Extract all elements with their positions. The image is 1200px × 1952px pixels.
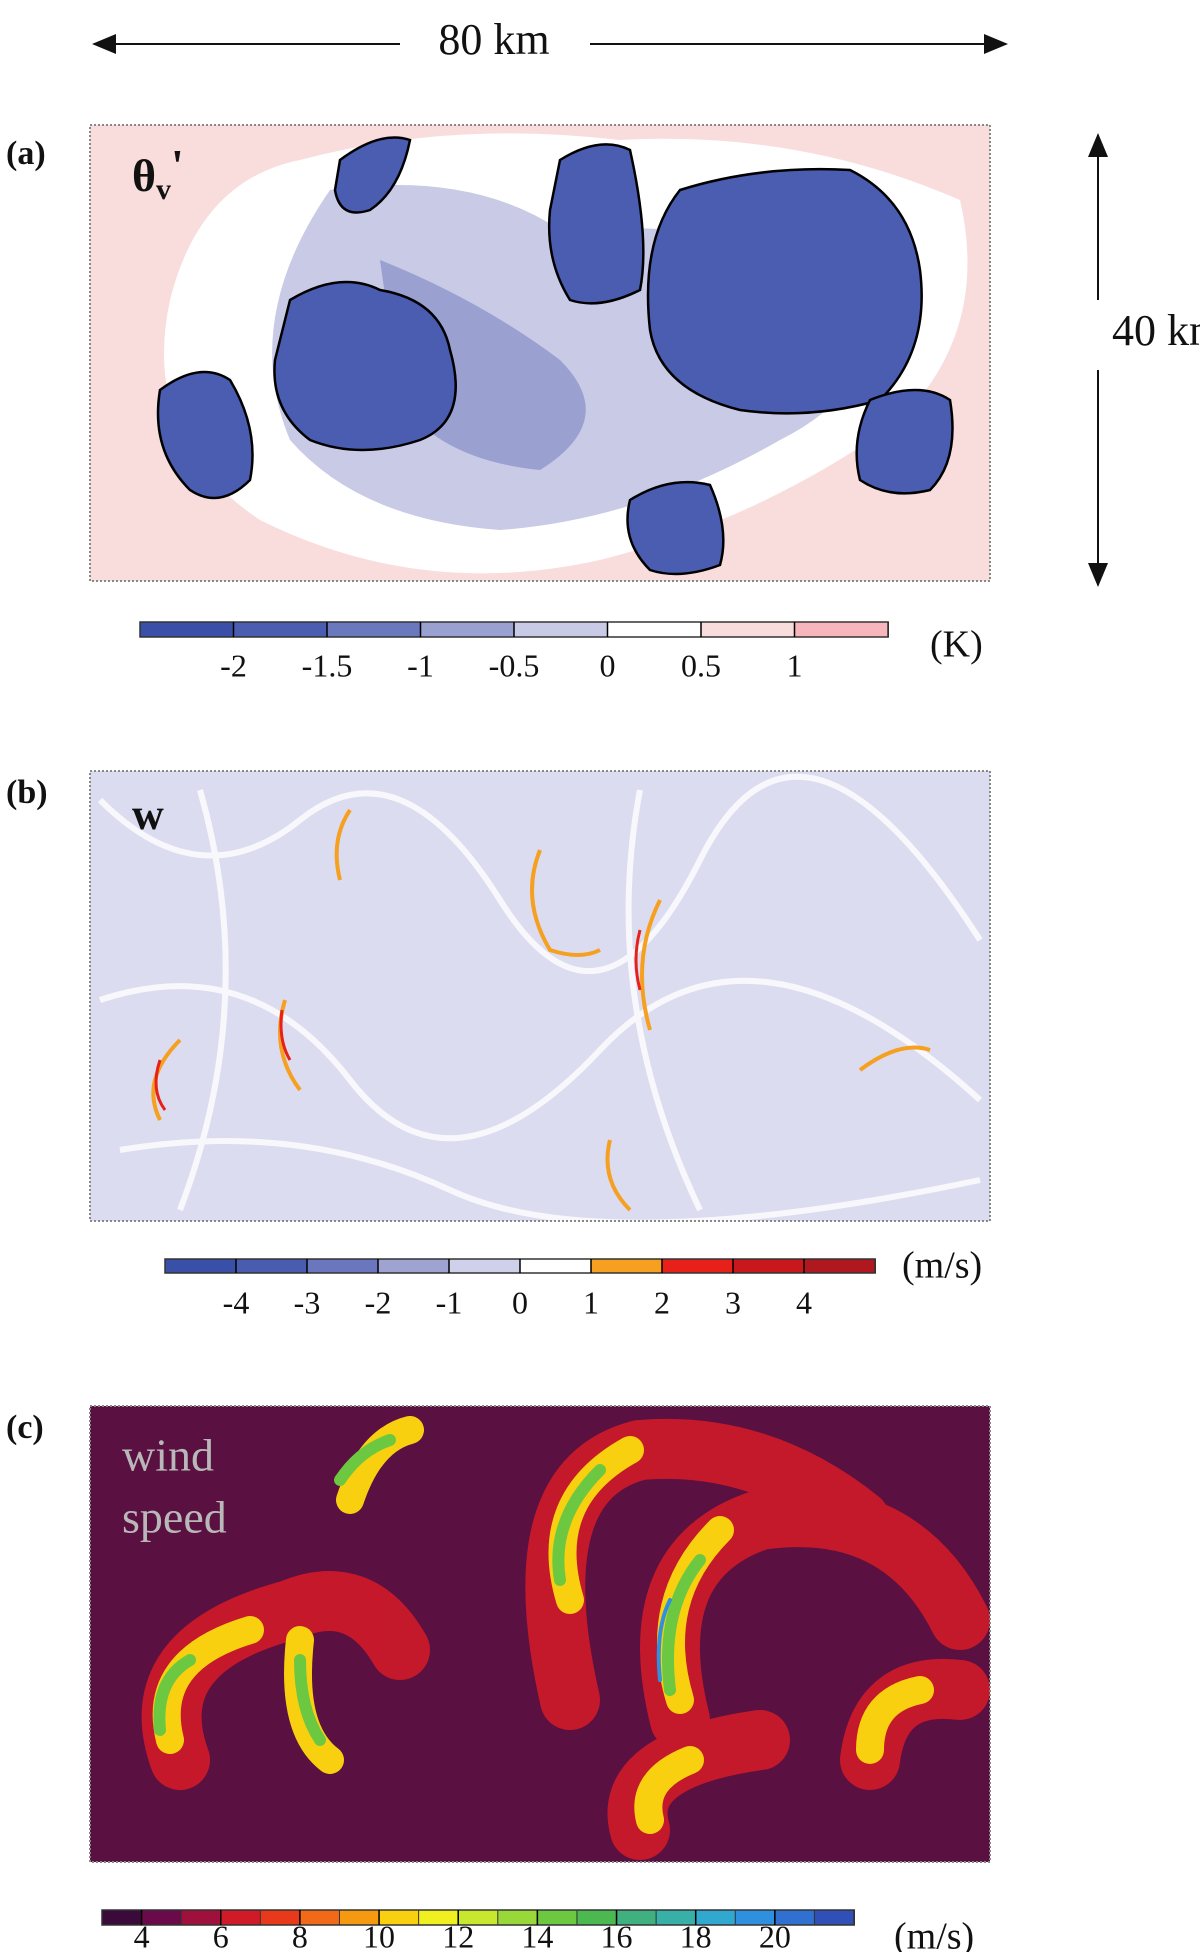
colorbar-units: (m/s) [902,1245,982,1287]
colorbar-segment [448,1258,521,1274]
colorbar-tick-label: 16 [601,1918,633,1952]
colorbar-segment [233,621,328,638]
colorbar-segment [235,1258,308,1274]
colorbar-tick-label: 4 [134,1918,150,1952]
field-a [90,125,990,581]
colorbar-tick-label: 3 [725,1284,741,1320]
colorbar-tick-label: 12 [442,1918,474,1952]
symbol: θ [132,150,156,201]
panel-label: (b) [6,774,48,811]
variable-label: wind [122,1430,214,1481]
colorbar-tick-label: 2 [654,1284,670,1320]
colorbar-tick-label: -1.5 [302,647,353,683]
colorbar-segment [607,621,702,638]
colorbar-segment [590,1258,663,1274]
colorbar-tick-label: 6 [213,1918,229,1952]
colorbar-tick-label: -2 [220,647,247,683]
variable-label: θv' [132,140,184,206]
colorbar-tick-label: 1 [583,1284,599,1320]
colorbar-segment [306,1258,379,1274]
colorbar-tick-label: 1 [787,647,803,683]
panel-label: (c) [6,1409,44,1446]
panel-frame [89,124,991,582]
colorbar-tick-label: -1 [436,1284,463,1320]
colorbar-segment [661,1258,734,1274]
prime: ' [171,140,184,191]
variable-label: speed [122,1492,227,1543]
colorbar-tick-label: -1 [407,647,434,683]
field-b [90,771,990,1221]
colorbar-units: (K) [930,624,983,666]
colorbar-segment [139,621,235,638]
colorbar-segment [326,621,422,638]
panel-frame [89,770,991,1222]
colorbar-segment [513,621,609,638]
colorbar-tick-label: -3 [294,1284,321,1320]
colorbar-tick-label: 8 [292,1918,308,1952]
colorbar-segment [420,621,515,638]
colorbar-segment [794,621,889,638]
height-label: 40 km [1112,306,1200,355]
colorbar-segment [519,1258,592,1274]
colorbar-tick-label: 4 [796,1284,812,1320]
subscript: v [156,173,171,206]
field-c [90,1406,990,1862]
colorbar-segment [164,1258,237,1274]
colorbar-tick-label: -4 [223,1284,250,1320]
colorbar-segment [813,1909,856,1926]
colorbar-tick-label: 14 [521,1918,553,1952]
colorbar-tick-label: 20 [759,1918,791,1952]
colorbar-segment [732,1258,805,1274]
colorbar-tick-label: 0.5 [681,647,721,683]
variable-label: w [132,790,164,839]
colorbar-tick-label: 18 [680,1918,712,1952]
colorbar-tick-label: 0 [512,1284,528,1320]
panel-label: (a) [6,135,46,172]
colorbar-segment [803,1258,876,1274]
colorbar-tick-label: -0.5 [489,647,540,683]
colorbar-frame [101,1909,855,1926]
colorbar-tick-label: 10 [363,1918,395,1952]
colorbar-segment [377,1258,450,1274]
colorbar-segment [700,621,796,638]
panel-frame [89,1405,991,1863]
colorbar-units: (m/s) [894,1916,974,1952]
colorbar-tick-label: -2 [365,1284,392,1320]
colorbar-tick-label: 0 [600,647,616,683]
width-label: 80 km [438,15,549,64]
